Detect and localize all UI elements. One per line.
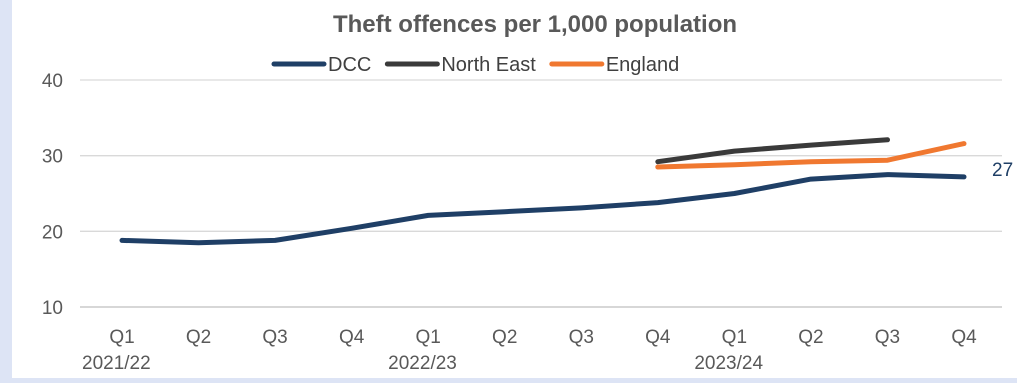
y-tick-label: 40 — [42, 71, 63, 92]
gridlines — [80, 79, 1002, 308]
series-line — [119, 172, 967, 246]
data-label: 27 — [992, 160, 1013, 181]
data-labels: 27 — [992, 160, 1013, 181]
y-tick-label: 30 — [42, 147, 63, 168]
x-year-label: 2022/23 — [388, 353, 457, 374]
x-tick-label: Q2 — [798, 327, 823, 348]
theft-line-chart: Theft offences per 1,000 population DCC N… — [42, 11, 1013, 374]
chart-legend: DCC North East England — [271, 54, 679, 76]
x-tick-label: Q1 — [416, 327, 441, 348]
series-line — [655, 137, 890, 165]
y-tick-label: 20 — [42, 222, 63, 243]
x-axis: Q1 Q2 Q3 Q4 Q1 Q2 Q3 Q4 Q1 Q2 Q3 Q4 2021/22 2022/23 20… — [82, 327, 977, 374]
x-year-label: 2021/22 — [82, 353, 151, 374]
x-tick-label: Q2 — [492, 327, 517, 348]
x-tick-label: Q3 — [569, 327, 594, 348]
legend-label: DCC — [328, 54, 371, 76]
x-tick-label: Q3 — [262, 327, 287, 348]
x-tick-label: Q2 — [186, 327, 211, 348]
y-axis: 10 20 30 40 — [42, 71, 63, 319]
legend-label: England — [606, 54, 679, 76]
x-tick-label: Q1 — [722, 327, 747, 348]
x-year-label: 2023/24 — [694, 353, 763, 374]
x-tick-label: Q4 — [951, 327, 977, 348]
chart-title: Theft offences per 1,000 population — [333, 11, 737, 38]
x-tick-label: Q1 — [109, 327, 134, 348]
legend-label: North East — [441, 54, 536, 76]
x-tick-label: Q4 — [339, 327, 365, 348]
x-tick-label: Q3 — [875, 327, 900, 348]
series-line — [655, 141, 967, 170]
x-tick-label: Q4 — [645, 327, 671, 348]
chart-container: Theft offences per 1,000 population DCC N… — [12, 0, 1017, 378]
series-lines — [119, 137, 967, 246]
y-tick-label: 10 — [42, 298, 63, 319]
